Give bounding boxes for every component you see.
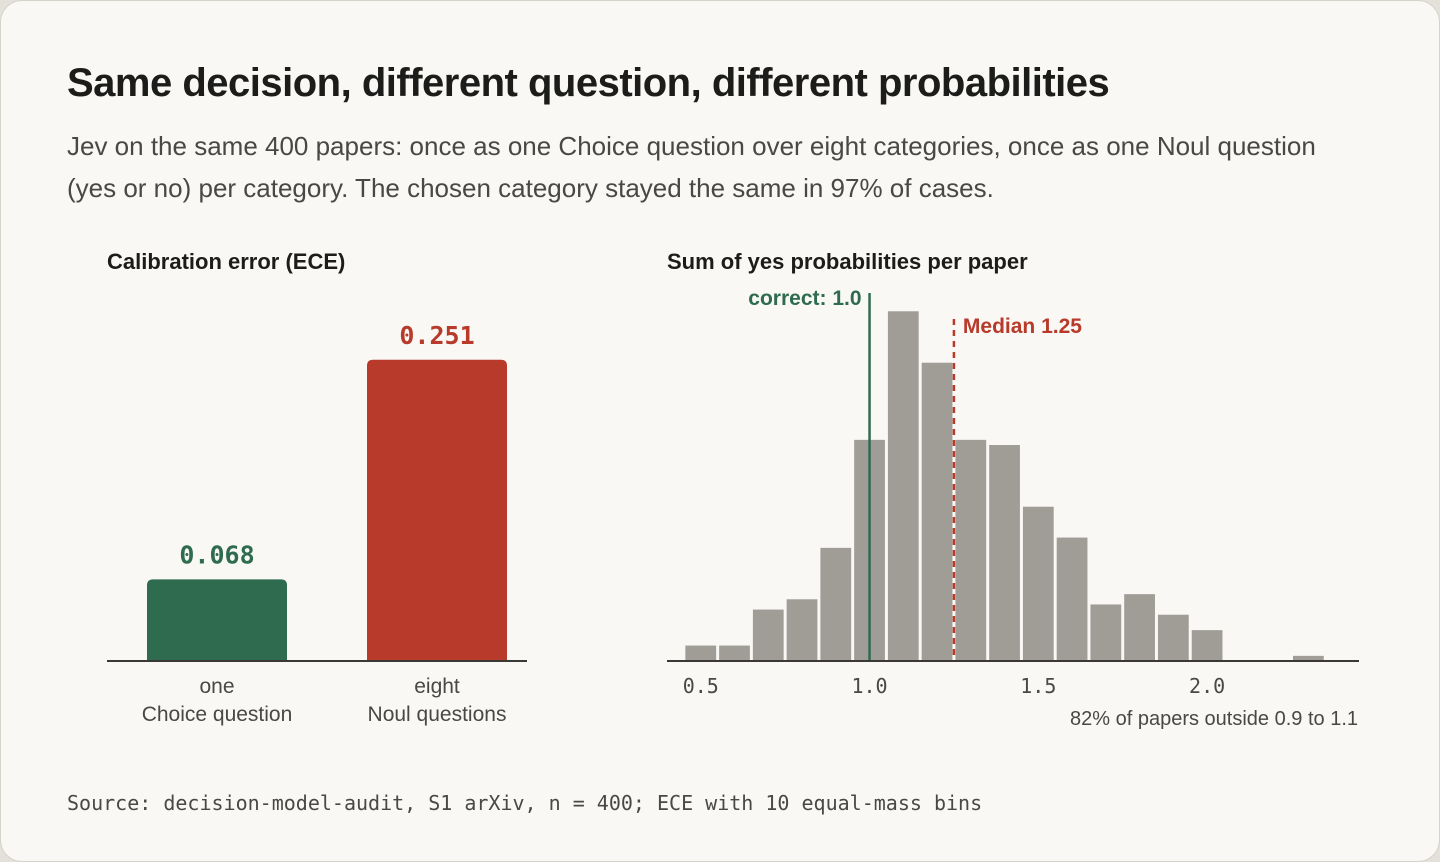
histogram-bar-4 [786,599,818,661]
ece-category-label-2-line-2: Noul questions [368,703,507,726]
page-title: Same decision, different question, diffe… [67,61,1110,105]
correct-reference-label: correct: 1.0 [748,287,861,310]
histogram-bar-19 [1292,655,1324,661]
median-reference-label: Median 1.25 [963,315,1082,338]
ece-category-label-1-line-2: Choice question [142,703,293,726]
histogram-tick-4: 2.0 [1189,674,1225,698]
ece-category-label-2-line-1: eight [414,675,460,698]
histogram-bar-13 [1090,604,1122,661]
histogram-bar-15 [1157,614,1189,661]
ece-bar-1 [147,579,287,661]
ece-panel: Calibration error (ECE) 0.068 one Choice q… [107,249,527,726]
histogram-bar-5 [820,547,852,661]
histogram-note: 82% of papers outside 0.9 to 1.1 [1070,708,1358,730]
histogram-reference-lines: correct: 1.0 Median 1.25 [748,287,1082,661]
ece-panel-title: Calibration error (ECE) [107,249,345,274]
histogram-bar-7 [887,311,919,661]
histogram-bar-16 [1191,630,1223,661]
histogram-tick-1: 0.5 [683,674,719,698]
histogram-panel: Sum of yes probabilities per paper corre… [667,249,1359,730]
histogram-bar-11 [1022,506,1054,661]
ece-category-label-1-line-1: one [199,675,234,698]
histogram-panel-title: Sum of yes probabilities per paper [667,249,1028,274]
histogram-bar-8 [921,362,953,661]
histogram-tick-labels: 0.5 1.0 1.5 2.0 [683,674,1225,698]
ece-value-label-2: 0.251 [399,321,474,350]
histogram-bar-12 [1056,537,1088,661]
histogram-bar-9 [955,439,987,661]
histogram-bar-14 [1124,594,1155,661]
histogram-bar-10 [989,445,1020,661]
source-note: Source: decision-model-audit, S1 arXiv, … [67,791,983,815]
ece-bars: 0.068 one Choice question 0.251 eight Noul qu… [142,321,507,726]
histogram-bar-2 [719,645,750,661]
histogram-bars [685,311,1324,661]
histogram-bar-1 [685,645,717,661]
histogram-bar-3 [752,609,784,661]
ece-bar-2 [367,359,507,661]
ece-value-label-1: 0.068 [179,540,254,569]
histogram-tick-2: 1.0 [851,674,887,698]
page-subtitle: Jev on the same 400 papers: once as one … [67,131,1316,203]
histogram-tick-3: 1.5 [1020,674,1056,698]
